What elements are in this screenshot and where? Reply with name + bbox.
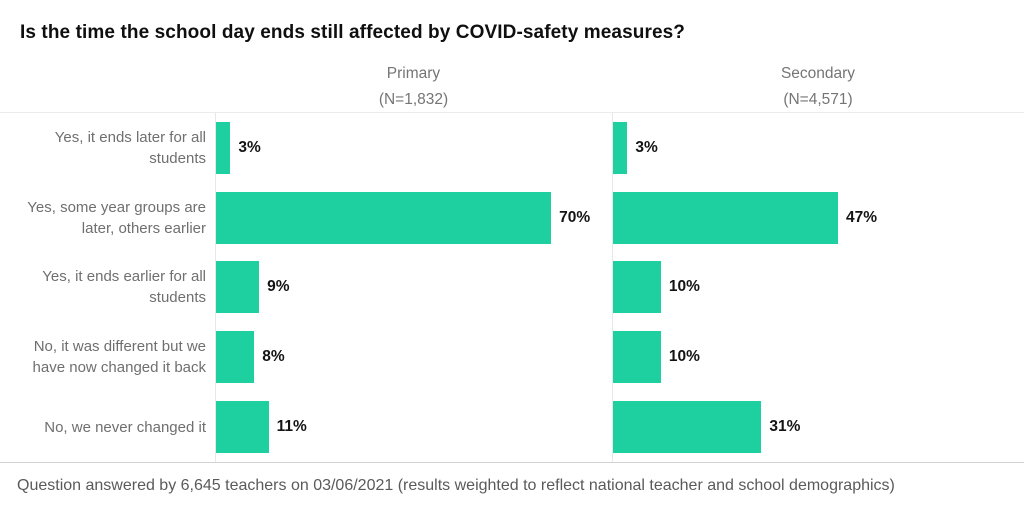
primary-cell: 3% [215,113,612,183]
primary-bar [216,191,552,244]
secondary-sample-size: (N=4,571) [783,91,853,108]
primary-cell: 70% [215,182,612,253]
secondary-cell: 3% [612,113,1024,183]
secondary-value-label: 47% [846,208,878,226]
primary-cell: 11% [215,392,612,462]
chart-row: Yes, it ends later for all students 3% 3… [0,113,1024,183]
category-label: No, we never changed it [44,418,206,436]
primary-bar [216,331,255,384]
secondary-bar [613,261,661,314]
bar-chart-plot-area: Yes, it ends later for all students 3% 3… [0,112,1024,463]
chart-row: No, it was different but we have now cha… [0,322,1024,393]
column-header-secondary: Secondary (N=4,571) [612,61,1024,113]
secondary-bar [613,401,762,454]
primary-bar [216,121,231,174]
footnote: Question answered by 6,645 teachers on 0… [17,477,895,494]
secondary-value-label: 31% [769,418,801,436]
secondary-cell: 10% [612,252,1024,323]
primary-value-label: 3% [238,138,261,156]
secondary-bar [613,191,839,244]
secondary-series-name: Secondary [780,65,856,82]
category-label: Yes, it ends later for all students [54,128,206,167]
primary-value-label: 11% [276,418,307,436]
primary-value-label: 70% [559,208,591,226]
primary-bar [216,401,269,454]
chart-row: Yes, it ends earlier for all students 9%… [0,252,1024,323]
primary-cell: 9% [215,252,612,323]
primary-value-label: 9% [267,278,290,296]
category-label: Yes, it ends earlier for all students [42,268,206,307]
secondary-value-label: 3% [635,138,658,156]
secondary-cell: 10% [612,322,1024,393]
secondary-cell: 31% [612,392,1024,462]
page-title: Is the time the school day ends still af… [20,22,686,43]
primary-bar [216,261,260,314]
category-label: Yes, some year groups are later, others … [27,198,206,237]
primary-cell: 8% [215,322,612,393]
primary-series-name: Primary [386,65,441,82]
secondary-bar [613,331,661,384]
secondary-bar [613,121,628,174]
chart-row: Yes, some year groups are later, others … [0,182,1024,253]
chart-row: No, we never changed it 11% 31% [0,392,1024,462]
column-header-primary: Primary (N=1,832) [215,61,612,113]
secondary-cell: 47% [612,182,1024,253]
column-headers: Primary (N=1,832) Secondary (N=4,571) [0,61,1024,113]
category-label: No, it was different but we have now cha… [32,338,206,377]
secondary-value-label: 10% [668,348,700,366]
primary-sample-size: (N=1,832) [378,91,449,108]
primary-value-label: 8% [262,348,285,366]
header-spacer [0,61,215,113]
secondary-value-label: 10% [668,278,700,296]
